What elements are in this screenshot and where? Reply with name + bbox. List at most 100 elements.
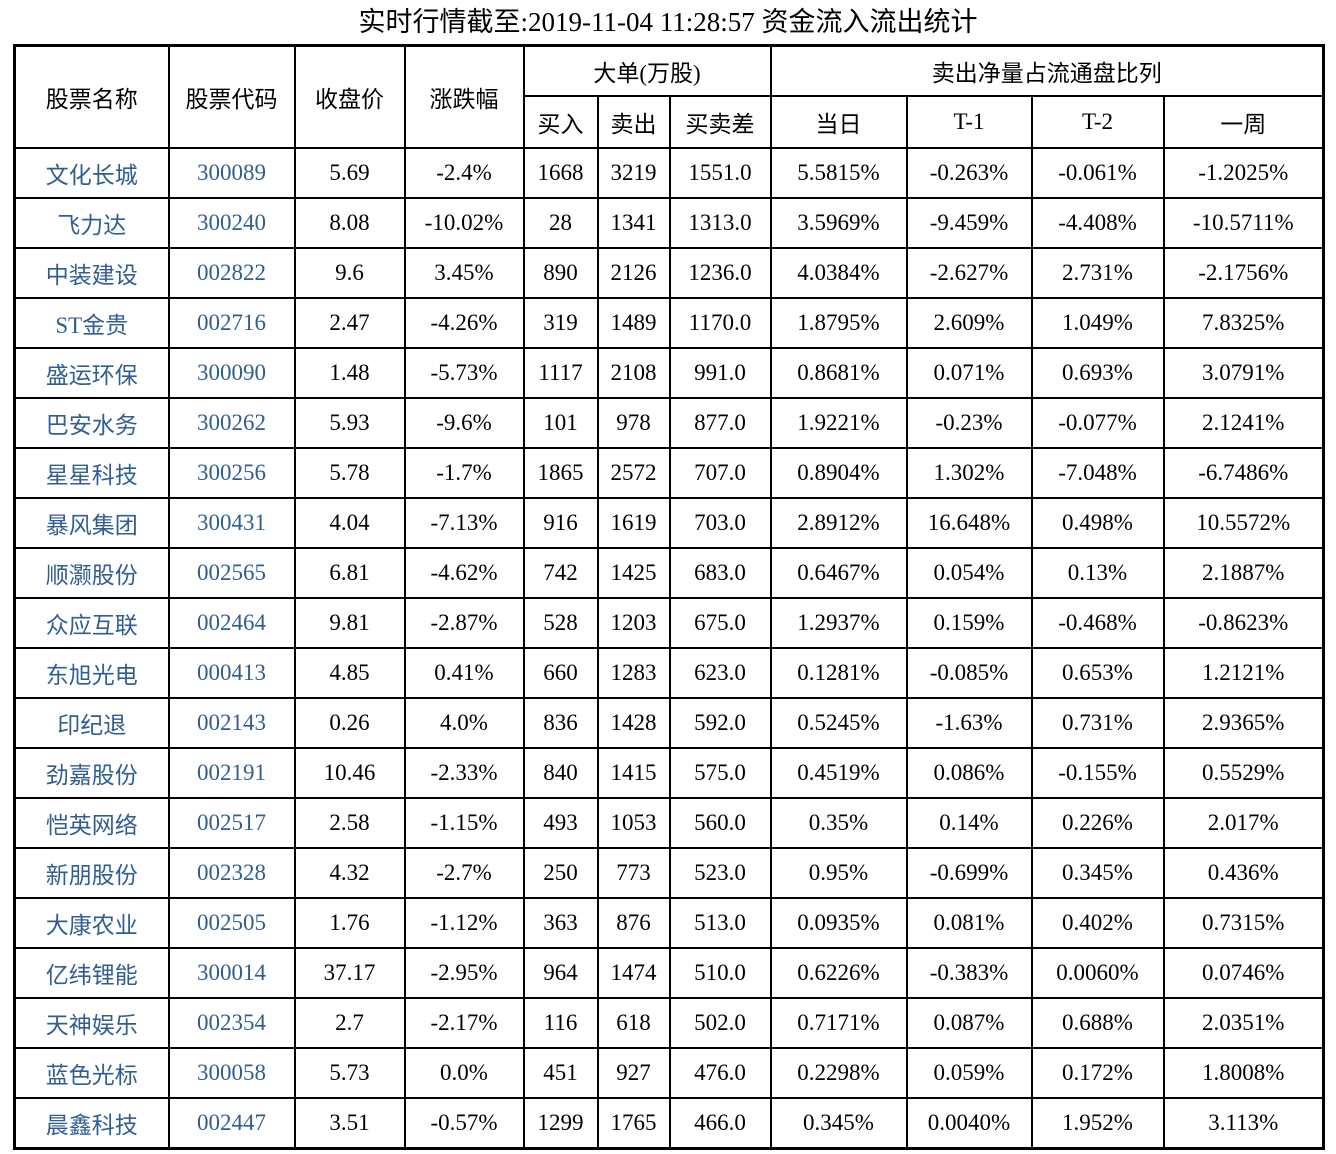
sell-volume-cell: 2572 (596, 447, 671, 499)
close-price-cell: 9.81 (293, 597, 406, 649)
net-sell-day-cell: 0.6467% (769, 547, 908, 599)
buy-volume-cell: 1865 (522, 447, 599, 499)
stock-name-cell: ST金贵 (13, 297, 170, 349)
net-sell-t2-cell: 0.498% (1030, 497, 1165, 549)
close-price-cell: 2.7 (293, 997, 406, 1049)
close-price-cell: 5.93 (293, 397, 406, 449)
table-row: 新朋股份 002328 4.32 -2.7% 250 773 523.0 0.9… (13, 847, 1325, 899)
change-pct-cell: -4.26% (403, 297, 525, 349)
table-row: 中装建设 002822 9.6 3.45% 890 2126 1236.0 4.… (13, 247, 1325, 299)
net-sell-week-cell: -0.8623% (1162, 597, 1325, 649)
buy-volume-cell: 660 (522, 647, 599, 699)
stock-code-cell: 002328 (167, 847, 296, 899)
stock-code-cell: 300240 (167, 197, 296, 249)
close-price-cell: 6.81 (293, 547, 406, 599)
sell-volume-cell: 618 (596, 997, 671, 1049)
stock-name-cell: 蓝色光标 (13, 1047, 170, 1099)
stock-code-cell: 002191 (167, 747, 296, 799)
stock-name-cell: 巴安水务 (13, 397, 170, 449)
stock-name-cell: 中装建设 (13, 247, 170, 299)
buy-volume-cell: 451 (522, 1047, 599, 1099)
buy-sell-diff-cell: 675.0 (668, 597, 772, 649)
buy-sell-diff-cell: 991.0 (668, 347, 772, 399)
change-pct-cell: -4.62% (403, 547, 525, 599)
net-sell-week-cell: 2.0351% (1162, 997, 1325, 1049)
header-day: 当日 (769, 95, 908, 149)
buy-sell-diff-cell: 1313.0 (668, 197, 772, 249)
net-sell-day-cell: 0.345% (769, 1097, 908, 1150)
buy-sell-diff-cell: 592.0 (668, 697, 772, 749)
net-sell-t1-cell: 0.087% (905, 997, 1033, 1049)
buy-sell-diff-cell: 877.0 (668, 397, 772, 449)
close-price-cell: 2.47 (293, 297, 406, 349)
sell-volume-cell: 1425 (596, 547, 671, 599)
buy-volume-cell: 1299 (522, 1097, 599, 1150)
net-sell-week-cell: -1.2025% (1162, 147, 1325, 199)
stock-code-cell: 300256 (167, 447, 296, 499)
header-stock-name: 股票名称 (13, 44, 170, 149)
table-row: 暴风集团 300431 4.04 -7.13% 916 1619 703.0 2… (13, 497, 1325, 549)
buy-sell-diff-cell: 1551.0 (668, 147, 772, 199)
net-sell-day-cell: 0.35% (769, 797, 908, 849)
stock-code-cell: 002143 (167, 697, 296, 749)
buy-sell-diff-cell: 466.0 (668, 1097, 772, 1150)
buy-volume-cell: 363 (522, 897, 599, 949)
stock-name-cell: 晨鑫科技 (13, 1097, 170, 1150)
net-sell-t1-cell: 16.648% (905, 497, 1033, 549)
stock-name-cell: 盛运环保 (13, 347, 170, 399)
net-sell-week-cell: -2.1756% (1162, 247, 1325, 299)
buy-sell-diff-cell: 1236.0 (668, 247, 772, 299)
stock-name-cell: 大康农业 (13, 897, 170, 949)
close-price-cell: 10.46 (293, 747, 406, 799)
net-sell-t2-cell: -7.048% (1030, 447, 1165, 499)
net-sell-t1-cell: 0.0040% (905, 1097, 1033, 1150)
buy-sell-diff-cell: 683.0 (668, 547, 772, 599)
stock-name-cell: 新朋股份 (13, 847, 170, 899)
change-pct-cell: 4.0% (403, 697, 525, 749)
net-sell-t2-cell: 2.731% (1030, 247, 1165, 299)
net-sell-day-cell: 0.5245% (769, 697, 908, 749)
net-sell-day-cell: 0.2298% (769, 1047, 908, 1099)
stock-code-cell: 300058 (167, 1047, 296, 1099)
net-sell-day-cell: 3.5969% (769, 197, 908, 249)
net-sell-t1-cell: 0.086% (905, 747, 1033, 799)
table-row: 蓝色光标 300058 5.73 0.0% 451 927 476.0 0.22… (13, 1047, 1325, 1099)
net-sell-t2-cell: 0.345% (1030, 847, 1165, 899)
buy-sell-diff-cell: 707.0 (668, 447, 772, 499)
net-sell-day-cell: 0.1281% (769, 647, 908, 699)
change-pct-cell: -10.02% (403, 197, 525, 249)
change-pct-cell: -2.95% (403, 947, 525, 999)
net-sell-t1-cell: 0.159% (905, 597, 1033, 649)
stocks-table-body: 文化长城 300089 5.69 -2.4% 1668 3219 1551.0 … (13, 147, 1325, 1150)
buy-sell-diff-cell: 1170.0 (668, 297, 772, 349)
buy-volume-cell: 1117 (522, 347, 599, 399)
change-pct-cell: 0.0% (403, 1047, 525, 1099)
net-sell-t1-cell: 0.14% (905, 797, 1033, 849)
close-price-cell: 1.48 (293, 347, 406, 399)
buy-volume-cell: 916 (522, 497, 599, 549)
net-sell-week-cell: 1.2121% (1162, 647, 1325, 699)
buy-volume-cell: 742 (522, 547, 599, 599)
close-price-cell: 9.6 (293, 247, 406, 299)
sell-volume-cell: 3219 (596, 147, 671, 199)
stock-name-cell: 众应互联 (13, 597, 170, 649)
table-row: 印纪退 002143 0.26 4.0% 836 1428 592.0 0.52… (13, 697, 1325, 749)
net-sell-t2-cell: 0.0060% (1030, 947, 1165, 999)
close-price-cell: 5.78 (293, 447, 406, 499)
change-pct-cell: -5.73% (403, 347, 525, 399)
sell-volume-cell: 1489 (596, 297, 671, 349)
net-sell-week-cell: 0.0746% (1162, 947, 1325, 999)
net-sell-t2-cell: -0.077% (1030, 397, 1165, 449)
sell-volume-cell: 876 (596, 897, 671, 949)
table-header-row-groups: 股票名称 股票代码 收盘价 涨跌幅 大单(万股) 卖出净量占流通盘比列 (13, 44, 1325, 149)
sell-volume-cell: 1053 (596, 797, 671, 849)
header-net-sell-group: 卖出净量占流通盘比列 (769, 44, 1325, 97)
buy-sell-diff-cell: 502.0 (668, 997, 772, 1049)
table-row: 众应互联 002464 9.81 -2.87% 528 1203 675.0 1… (13, 597, 1325, 649)
net-sell-t1-cell: 0.054% (905, 547, 1033, 599)
net-sell-t1-cell: 0.071% (905, 347, 1033, 399)
stock-code-cell: 002517 (167, 797, 296, 849)
net-sell-t2-cell: 0.693% (1030, 347, 1165, 399)
net-sell-t2-cell: 1.049% (1030, 297, 1165, 349)
